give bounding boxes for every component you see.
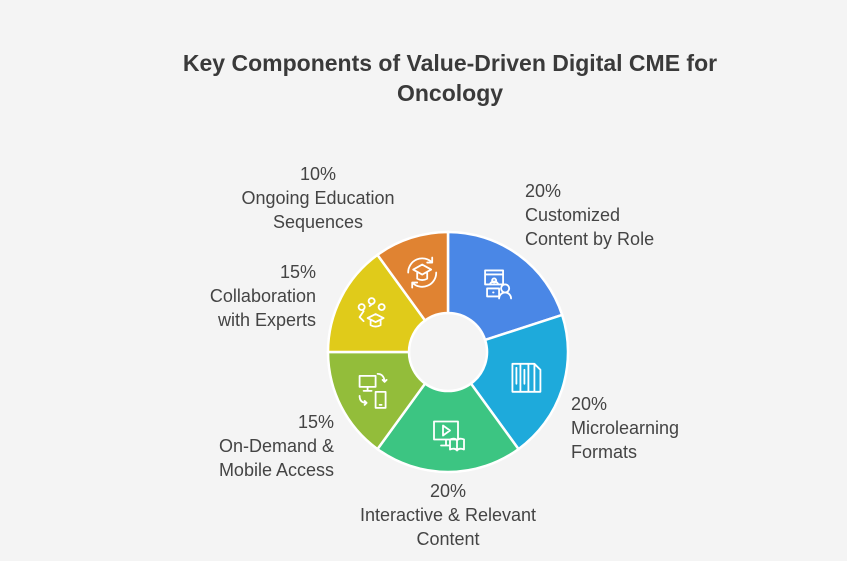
- slice-pct: 20%: [525, 181, 562, 201]
- expert-network-icon: [357, 297, 386, 328]
- slice-label-4: 15% Collaboration with Experts: [176, 260, 316, 332]
- slice-name: Ongoing Education Sequences: [241, 188, 395, 232]
- video-book-icon: [433, 420, 465, 452]
- slice-label-3: 15% On-Demand & Mobile Access: [184, 410, 334, 482]
- donut-slice-5: [375, 230, 450, 323]
- slice-name: Interactive & Relevant Content: [359, 505, 537, 549]
- slice-label-2: 20% Interactive & Relevant Content: [358, 479, 538, 551]
- slice-pct: 10%: [299, 164, 337, 184]
- donut-slice-3: [326, 350, 427, 451]
- slice-name: On-Demand & Mobile Access: [218, 436, 334, 480]
- donut-slice-4: [326, 253, 427, 354]
- slice-name: Collaboration with Experts: [209, 286, 316, 330]
- slice-label-5: 10% Ongoing Education Sequences: [218, 162, 418, 234]
- slice-pct: 15%: [297, 412, 334, 432]
- cycle-graduation-icon: [407, 256, 438, 289]
- slice-name: Microlearning Formats: [571, 418, 680, 462]
- slice-label-1: 20% Microlearning Formats: [571, 392, 701, 464]
- chart-title: Key Components of Value-Driven Digital C…: [182, 50, 718, 106]
- slice-pct: 20%: [571, 394, 608, 414]
- slice-name: Customized Content by Role: [525, 205, 655, 249]
- devices-sync-icon: [358, 373, 388, 409]
- user-content-icon: [484, 269, 512, 300]
- slice-pct: 20%: [429, 481, 467, 501]
- donut-slice-2: [375, 381, 521, 474]
- books-icon: [511, 362, 542, 393]
- donut-slice-0: [446, 230, 564, 342]
- slice-pct: 15%: [279, 262, 316, 282]
- slice-label-0: 20% Customized Content by Role: [525, 179, 675, 251]
